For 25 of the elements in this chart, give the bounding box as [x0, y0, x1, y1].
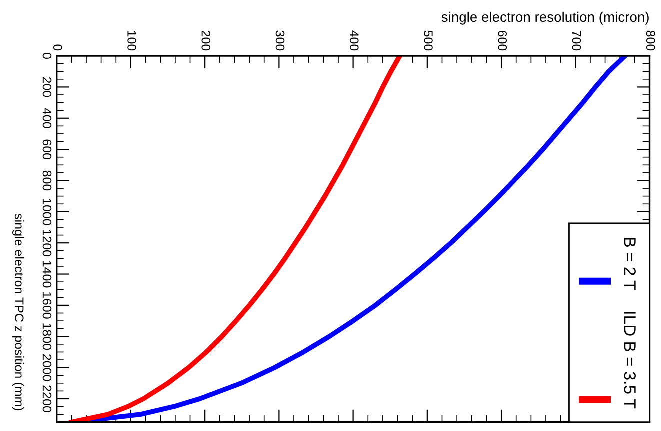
y-tick-label: 1600 — [42, 292, 52, 319]
x-tick-label: 400 — [350, 30, 359, 51]
text: B = 2 T — [624, 238, 636, 290]
y-tick-label: 1200 — [42, 230, 52, 257]
x-tick-label: 600 — [498, 30, 508, 51]
y-axis-title: single electron TPC z position (mm) — [12, 214, 24, 411]
text: ILD B = 3.5 T — [624, 312, 636, 409]
y-tick-label: 0 — [42, 53, 52, 60]
y-tick-label: 1400 — [42, 261, 52, 288]
y-tick-label: 2200 — [42, 386, 52, 412]
x-tick-label: 0 — [53, 44, 62, 51]
y-tick-label: 600 — [42, 140, 52, 160]
x-tick-label: 300 — [276, 30, 285, 51]
y-tick-label: 1800 — [42, 324, 52, 350]
x-tick-label: 500 — [424, 30, 433, 51]
y-tick-label: 2000 — [42, 354, 52, 382]
y-tick-label: 1000 — [42, 198, 52, 226]
x-axis-title: single electron resolution (micron) — [442, 12, 649, 25]
x-tick-label: 200 — [202, 30, 211, 51]
x-tick-label: 100 — [128, 31, 136, 51]
y-tick-label: 800 — [42, 170, 52, 191]
x-tick-label: 800 — [646, 30, 656, 51]
y-tick-label: 200 — [42, 77, 52, 98]
x-tick-label: 700 — [572, 30, 582, 51]
y-tick-label: 400 — [42, 108, 52, 128]
